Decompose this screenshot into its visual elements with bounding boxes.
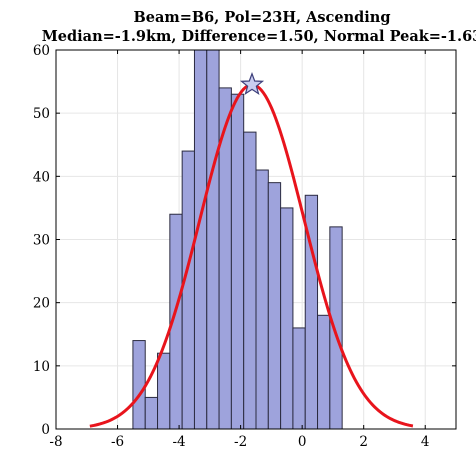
x-tick-label: 4 — [421, 434, 430, 450]
peak-star-marker — [239, 72, 265, 96]
y-tick-label: 10 — [33, 359, 50, 375]
x-tick-label: -4 — [172, 434, 185, 450]
histogram-bar — [280, 207, 294, 429]
histogram-bar — [329, 226, 343, 429]
histogram-bar — [255, 169, 269, 429]
x-tick-label: 0 — [298, 434, 307, 450]
y-tick-label: 60 — [33, 43, 50, 59]
x-tick-label: -2 — [234, 434, 247, 450]
histogram-bar — [157, 352, 171, 429]
x-tick-label: -6 — [111, 434, 124, 450]
histogram-bar — [292, 327, 306, 429]
y-tick-label: 0 — [41, 422, 50, 438]
histogram-bar — [230, 93, 245, 429]
y-tick-label: 20 — [33, 296, 50, 312]
histogram-bar — [317, 314, 331, 429]
histogram-bar — [132, 340, 146, 429]
x-tick-label: -8 — [49, 434, 62, 450]
histogram-bar — [144, 396, 159, 429]
histogram-bar — [304, 194, 319, 429]
histogram-bar — [181, 150, 195, 429]
y-tick-label: 50 — [33, 106, 50, 122]
x-tick-label: 2 — [359, 434, 368, 450]
histogram-bar — [243, 131, 257, 429]
y-tick-label: 30 — [33, 233, 50, 249]
histogram-bars — [132, 50, 343, 429]
chart-title: Beam=B6, Pol=23H, Ascending — [134, 9, 391, 26]
y-tick-label: 40 — [33, 169, 50, 185]
histogram-bar — [267, 182, 282, 429]
histogram-bar — [206, 50, 220, 429]
chart-subtitle: Median=-1.9km, Difference=1.50, Normal P… — [42, 28, 476, 45]
